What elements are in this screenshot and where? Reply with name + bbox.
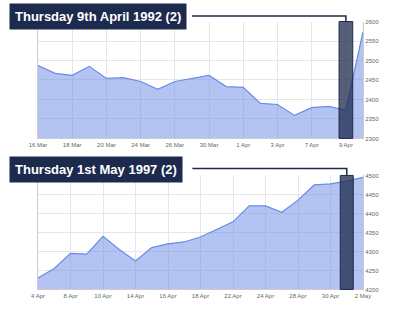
svg-text:2300: 2300	[365, 136, 379, 142]
svg-text:2400: 2400	[365, 97, 379, 103]
svg-text:2350: 2350	[365, 116, 379, 122]
svg-text:Thursday 9th April 1992 (2): Thursday 9th April 1992 (2)	[15, 9, 181, 24]
svg-text:28 Apr: 28 Apr	[289, 293, 306, 299]
svg-text:4200: 4200	[365, 287, 379, 293]
svg-text:10 Apr: 10 Apr	[94, 293, 111, 299]
svg-text:22 Apr: 22 Apr	[224, 293, 241, 299]
svg-text:16 Apr: 16 Apr	[159, 293, 176, 299]
svg-text:24 Mar: 24 Mar	[131, 142, 150, 148]
svg-text:30 Apr: 30 Apr	[322, 293, 339, 299]
svg-text:4300: 4300	[365, 249, 379, 255]
svg-text:18 Apr: 18 Apr	[192, 293, 209, 299]
svg-text:4 Apr: 4 Apr	[31, 293, 45, 299]
svg-text:16 Mar: 16 Mar	[29, 142, 48, 148]
svg-text:4350: 4350	[365, 230, 379, 236]
svg-text:2550: 2550	[365, 38, 379, 44]
svg-text:4450: 4450	[365, 192, 379, 198]
svg-text:2500: 2500	[365, 58, 379, 64]
svg-text:24 Apr: 24 Apr	[257, 293, 274, 299]
svg-text:18 Mar: 18 Mar	[63, 142, 82, 148]
svg-text:8 Apr: 8 Apr	[63, 293, 77, 299]
svg-text:1 Apr: 1 Apr	[236, 142, 250, 148]
svg-text:2600: 2600	[365, 19, 379, 25]
svg-text:2450: 2450	[365, 77, 379, 83]
svg-text:2 May: 2 May	[355, 293, 371, 299]
svg-text:14 Apr: 14 Apr	[127, 293, 144, 299]
svg-text:Thursday 1st May 1997 (2): Thursday 1st May 1997 (2)	[15, 162, 177, 177]
svg-text:26 Mar: 26 Mar	[165, 142, 184, 148]
svg-text:7 Apr: 7 Apr	[305, 142, 319, 148]
svg-text:4250: 4250	[365, 268, 379, 274]
svg-text:30 Mar: 30 Mar	[200, 142, 219, 148]
svg-text:3 Apr: 3 Apr	[270, 142, 284, 148]
svg-text:9 Apr: 9 Apr	[339, 142, 353, 148]
svg-text:4500: 4500	[365, 173, 379, 179]
svg-text:20 Mar: 20 Mar	[97, 142, 116, 148]
svg-text:4400: 4400	[365, 211, 379, 217]
